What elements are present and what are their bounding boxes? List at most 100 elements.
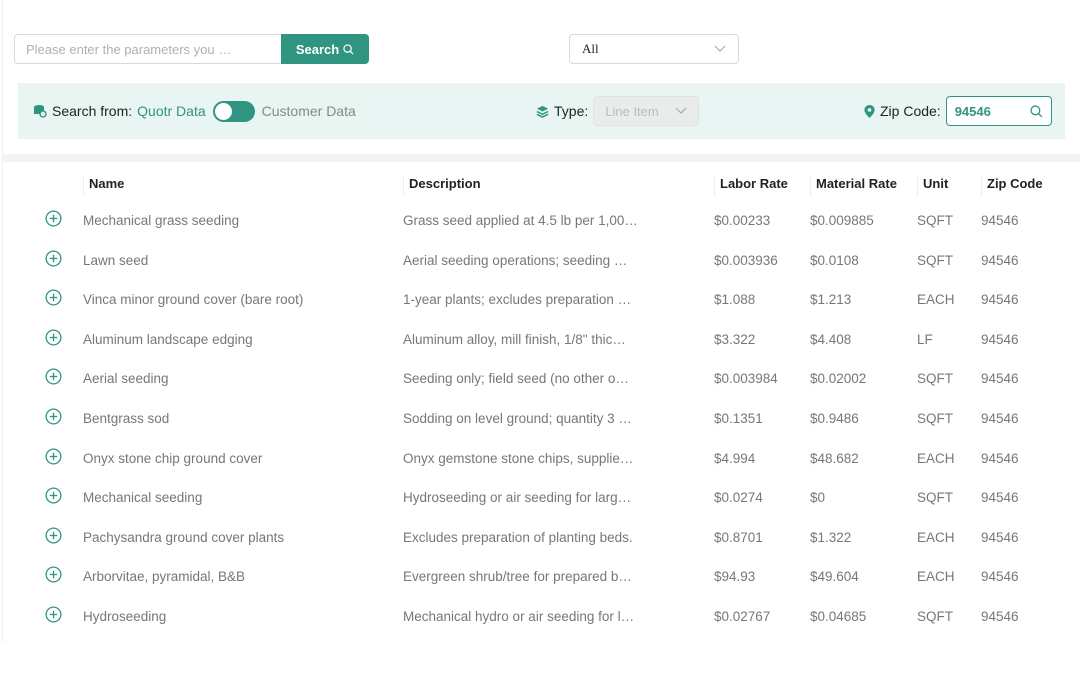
- add-item-icon[interactable]: [45, 210, 62, 227]
- column-header-name: Name: [83, 176, 124, 196]
- add-item-icon[interactable]: [45, 368, 62, 385]
- cell-zip-code: 94546: [981, 252, 1019, 268]
- cell-material-rate: $0.0108: [810, 252, 859, 268]
- cell-unit: EACH: [917, 450, 955, 466]
- add-item-icon[interactable]: [45, 487, 62, 504]
- cell-material-rate: $0.009885: [810, 213, 874, 228]
- add-item-icon[interactable]: [45, 329, 62, 346]
- add-item-icon[interactable]: [45, 408, 62, 425]
- cell-unit: EACH: [917, 569, 955, 585]
- cell-zip-code: 94546: [981, 411, 1019, 426]
- cell-name: Onyx stone chip ground cover: [83, 450, 263, 466]
- cell-name: Hydroseeding: [83, 609, 167, 624]
- cell-unit: EACH: [917, 529, 955, 545]
- cell-labor-rate: $0.02767: [714, 609, 771, 624]
- cell-description: Evergreen shrub/tree for prepared b…: [403, 569, 632, 585]
- type-select[interactable]: Line Item: [593, 96, 700, 126]
- database-search-icon: [34, 105, 47, 118]
- table-row: Bentgrass sod Sodding on level ground; qu…: [0, 399, 1080, 438]
- cell-material-rate: $0.02002: [810, 371, 867, 387]
- cell-material-rate: $0.9486: [810, 411, 859, 426]
- cell-labor-rate: $0.003936: [714, 252, 778, 268]
- cell-description: Grass seed applied at 4.5 lb per 1,00…: [403, 213, 638, 228]
- cell-labor-rate: $3.322: [714, 331, 756, 347]
- cell-zip-code: 94546: [981, 490, 1019, 506]
- search-icon[interactable]: [1030, 104, 1043, 118]
- cell-name: Mechanical grass seeding: [83, 213, 240, 228]
- column-header-labor-rate: Labor Rate: [714, 176, 788, 196]
- zip-code-value: 94546: [954, 103, 991, 119]
- type-label: Type:: [554, 103, 589, 119]
- table-row: Mechanical seeding Hydroseeding or air se…: [0, 478, 1080, 517]
- cell-unit: SQFT: [917, 213, 953, 228]
- cell-labor-rate: $0.00233: [714, 213, 771, 228]
- zip-code-label: Zip Code:: [880, 103, 941, 119]
- cell-labor-rate: $0.0274: [714, 490, 763, 506]
- cell-unit: SQFT: [917, 252, 953, 268]
- table-row: Arborvitae, pyramidal, B&B Evergreen shru…: [0, 557, 1080, 596]
- category-select-value: All: [582, 41, 599, 56]
- cell-material-rate: $0.04685: [810, 609, 867, 624]
- cell-material-rate: $1.322: [810, 529, 852, 545]
- search-button[interactable]: Search: [281, 34, 369, 64]
- source-customer-data[interactable]: Customer Data: [261, 103, 356, 119]
- section-divider: [3, 154, 1080, 162]
- cell-description: Excludes preparation of planting beds.: [403, 529, 633, 545]
- cell-description: Onyx gemstone stone chips, supplie…: [403, 450, 634, 466]
- cell-description: Aerial seeding operations; seeding …: [403, 252, 628, 268]
- cell-zip-code: 94546: [981, 213, 1019, 228]
- cell-name: Bentgrass sod: [83, 411, 170, 426]
- cell-zip-code: 94546: [981, 450, 1019, 466]
- cell-unit: SQFT: [917, 490, 953, 506]
- category-select[interactable]: All: [569, 34, 739, 64]
- cell-zip-code: 94546: [981, 529, 1019, 545]
- cell-name: Aluminum landscape edging: [83, 331, 253, 347]
- cell-description: Aluminum alloy, mill finish, 1/8" thic…: [403, 331, 626, 347]
- chevron-down-icon: [714, 45, 726, 52]
- table-row: Lawn seed Aerial seeding operations; seed…: [0, 241, 1080, 280]
- cell-description: Seeding only; field seed (no other o…: [403, 371, 629, 387]
- cell-zip-code: 94546: [981, 569, 1019, 585]
- add-item-icon[interactable]: [45, 289, 62, 306]
- cell-unit: SQFT: [917, 371, 953, 387]
- search-from-label: Search from:: [52, 103, 133, 119]
- cell-unit: SQFT: [917, 609, 953, 624]
- add-item-icon[interactable]: [45, 606, 62, 623]
- add-item-icon[interactable]: [45, 448, 62, 465]
- search-button-label: Search: [295, 41, 340, 57]
- cell-material-rate: $48.682: [810, 450, 859, 466]
- cell-labor-rate: $0.1351: [714, 411, 763, 426]
- search-icon: [343, 43, 354, 55]
- table-row: Aerial seeding Seeding only; field seed (…: [0, 359, 1080, 398]
- toggle-knob: [214, 102, 232, 120]
- table-row: Aluminum landscape edging Aluminum alloy,…: [0, 320, 1080, 359]
- search-input[interactable]: [14, 34, 281, 64]
- table-header: Name Description Labor Rate Material Rate Un…: [0, 172, 1080, 196]
- column-header-zip-code: Zip Code: [981, 176, 1043, 196]
- page-border: [2, 0, 3, 642]
- filter-bar: Search from: Quotr Data Customer Data Ty…: [18, 83, 1065, 139]
- cell-zip-code: 94546: [981, 609, 1019, 624]
- location-pin-icon: [864, 104, 875, 118]
- zip-code-input[interactable]: 94546: [945, 96, 1052, 126]
- table-row: Hydroseeding Mechanical hydro or air seed…: [0, 597, 1080, 636]
- table-row: Onyx stone chip ground cover Onyx gemston…: [0, 439, 1080, 478]
- add-item-icon[interactable]: [45, 250, 62, 267]
- column-header-unit: Unit: [917, 176, 948, 196]
- cell-name: Pachysandra ground cover plants: [83, 529, 285, 545]
- source-quotr-data[interactable]: Quotr Data: [137, 103, 206, 119]
- chevron-down-icon: [675, 107, 687, 114]
- add-item-icon[interactable]: [45, 527, 62, 544]
- data-source-toggle[interactable]: [212, 100, 255, 122]
- cell-unit: EACH: [917, 292, 955, 308]
- cell-material-rate: $4.408: [810, 331, 852, 347]
- table-row: Pachysandra ground cover plants Excludes …: [0, 518, 1080, 557]
- add-item-icon[interactable]: [45, 566, 62, 583]
- table-row: Vinca minor ground cover (bare root) 1-ye…: [0, 280, 1080, 319]
- search-bar: Search: [14, 34, 369, 64]
- cell-material-rate: $49.604: [810, 569, 859, 585]
- cell-description: Mechanical hydro or air seeding for l…: [403, 609, 635, 624]
- cell-zip-code: 94546: [981, 292, 1019, 308]
- column-header-material-rate: Material Rate: [810, 176, 897, 196]
- cell-description: Hydroseeding or air seeding for larg…: [403, 490, 632, 506]
